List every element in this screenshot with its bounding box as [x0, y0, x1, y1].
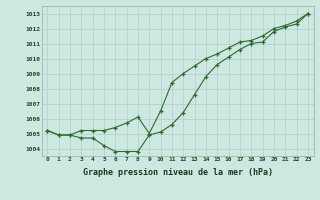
X-axis label: Graphe pression niveau de la mer (hPa): Graphe pression niveau de la mer (hPa)	[83, 168, 273, 177]
